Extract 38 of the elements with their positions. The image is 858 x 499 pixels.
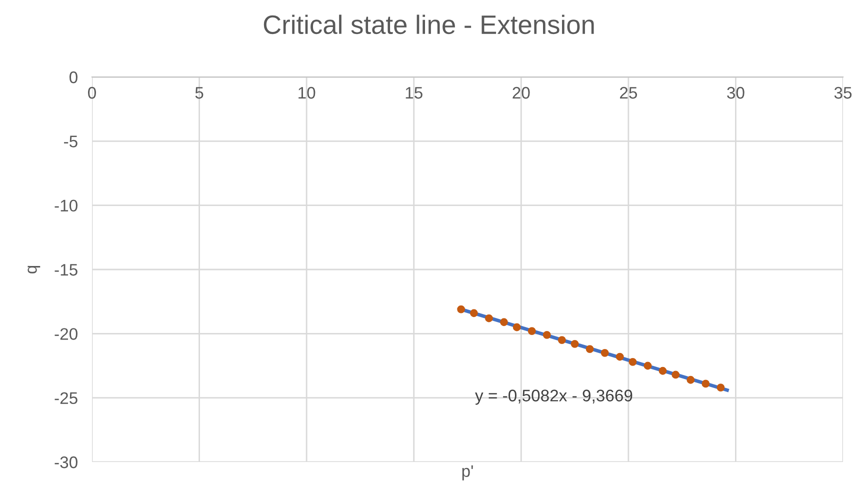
y-tick-label: -5 [64,136,78,148]
point [485,314,493,322]
x-axis-title: p' [462,465,473,480]
point [570,340,579,348]
y-tick-label: -20 [54,328,78,340]
point [528,327,536,336]
point [672,370,680,379]
point [644,362,652,370]
annotation: y = -0,5082x - 9,3669 [475,390,632,405]
x-tick-label: 30 [727,86,744,99]
x-tick-label: 5 [195,87,204,99]
point [500,318,508,326]
y-tick-label: -15 [54,264,78,276]
y-tick-label: -30 [54,456,78,468]
point [470,309,478,318]
x-tick-label: 20 [512,86,530,99]
point [558,336,566,344]
y-tick-label: 0 [69,71,78,84]
x-tick-label: 0 [88,86,96,99]
point [457,305,466,314]
x-tick-label: 10 [298,86,316,99]
point [702,380,710,388]
y-axis-title: q [28,266,40,274]
y-tick-label: -10 [54,200,78,212]
y-tick-label: -25 [54,392,78,404]
x-tick-label: 25 [620,86,637,99]
point [616,352,624,361]
x-tick-label: 15 [406,87,422,99]
point [686,376,695,384]
point [542,331,551,339]
point [586,345,594,354]
point [628,358,637,366]
point [716,384,725,392]
chart-title: Critical state line - Extension [264,14,594,34]
x-tick-label: 35 [834,86,852,99]
point [600,348,609,357]
point [658,366,667,375]
point [512,323,521,332]
